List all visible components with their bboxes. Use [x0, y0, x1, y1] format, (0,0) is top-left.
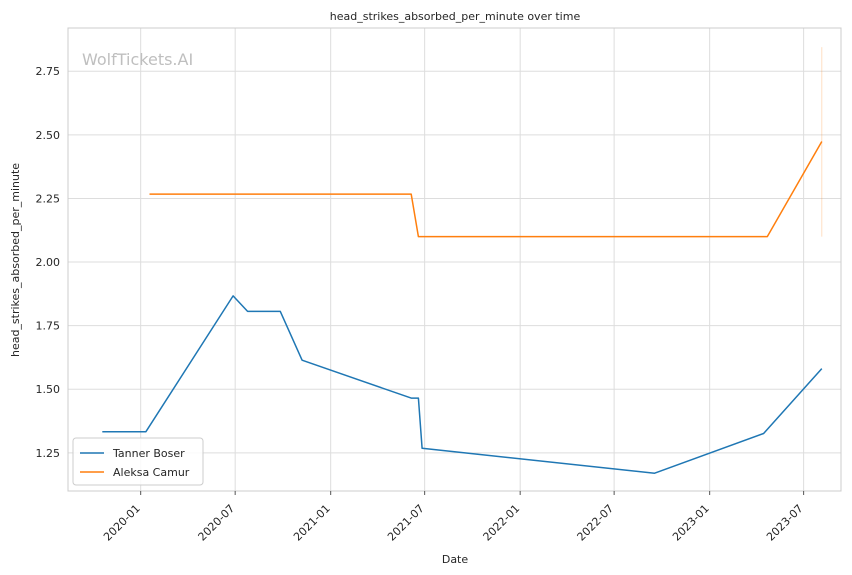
- y-tick-label: 2.75: [36, 65, 61, 78]
- legend-label-aleksa-camur: Aleksa Camur: [113, 466, 190, 479]
- legend-box: [72, 437, 204, 486]
- chart-title: head_strikes_absorbed_per_minute over ti…: [330, 10, 581, 23]
- y-tick-label: 2.00: [36, 256, 61, 269]
- y-tick-label: 1.25: [36, 447, 61, 460]
- x-axis-label: Date: [442, 553, 469, 566]
- y-axis-ticks: 1.25 1.50 1.75 2.00 2.25 2.50 2.75: [36, 65, 61, 460]
- watermark-text: WolfTickets.AI: [82, 50, 193, 69]
- y-tick-label: 2.50: [36, 129, 61, 142]
- y-tick-label: 1.50: [36, 383, 61, 396]
- legend: Tanner Boser Aleksa Camur: [72, 437, 204, 486]
- series-line-tanner-boser: [102, 295, 823, 474]
- y-tick-label: 1.75: [36, 320, 61, 333]
- plot-frame: [67, 27, 842, 492]
- grid: [68, 28, 841, 491]
- series-line-aleksa-camur: [149, 141, 823, 238]
- legend-label-tanner-boser: Tanner Boser: [112, 447, 185, 460]
- y-axis-label: head_strikes_absorbed_per_minute: [9, 163, 22, 357]
- y-tick-label: 2.25: [36, 192, 61, 205]
- series-layer: [102, 47, 823, 474]
